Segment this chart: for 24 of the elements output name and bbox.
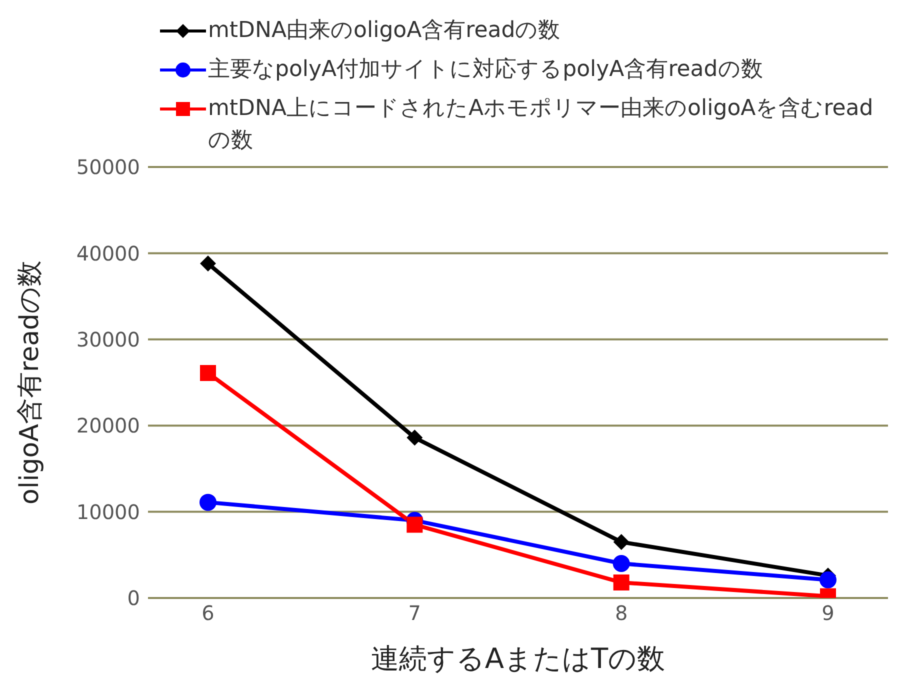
x-tick-label: 6 bbox=[202, 601, 214, 626]
point bbox=[613, 574, 630, 590]
y-tick-label: 40000 bbox=[76, 241, 140, 266]
y-tick-label: 10000 bbox=[76, 500, 140, 524]
point bbox=[406, 430, 423, 446]
point bbox=[200, 494, 216, 511]
y-tick-label: 30000 bbox=[76, 328, 140, 352]
y-axis-title: oligoA含有readの数 bbox=[15, 260, 45, 505]
point bbox=[200, 256, 216, 272]
x-tick-label: 8 bbox=[614, 601, 628, 626]
x-tick-label: 9 bbox=[822, 601, 834, 626]
point bbox=[612, 555, 630, 572]
point bbox=[820, 571, 836, 588]
legend-label: 主要なpolyA付加サイトに対応するpolyA含有readの数 bbox=[208, 56, 764, 84]
y-tick-label: 20000 bbox=[76, 414, 140, 438]
point bbox=[406, 516, 423, 533]
legend-label: mtDNA由来のoligoA含有readの数 bbox=[208, 17, 562, 45]
y-tick-label: 0 bbox=[127, 586, 140, 610]
x-tick-label: 7 bbox=[408, 601, 422, 626]
point bbox=[613, 534, 630, 550]
point bbox=[200, 365, 216, 382]
legend-label: mtDNA上にコードされたAホモポリマー由来のoligoAを含むreadの数 bbox=[208, 95, 874, 155]
y-tick-label: 50000 bbox=[76, 155, 140, 180]
x-axis-title: 連続するAまたはTの数 bbox=[370, 642, 666, 675]
